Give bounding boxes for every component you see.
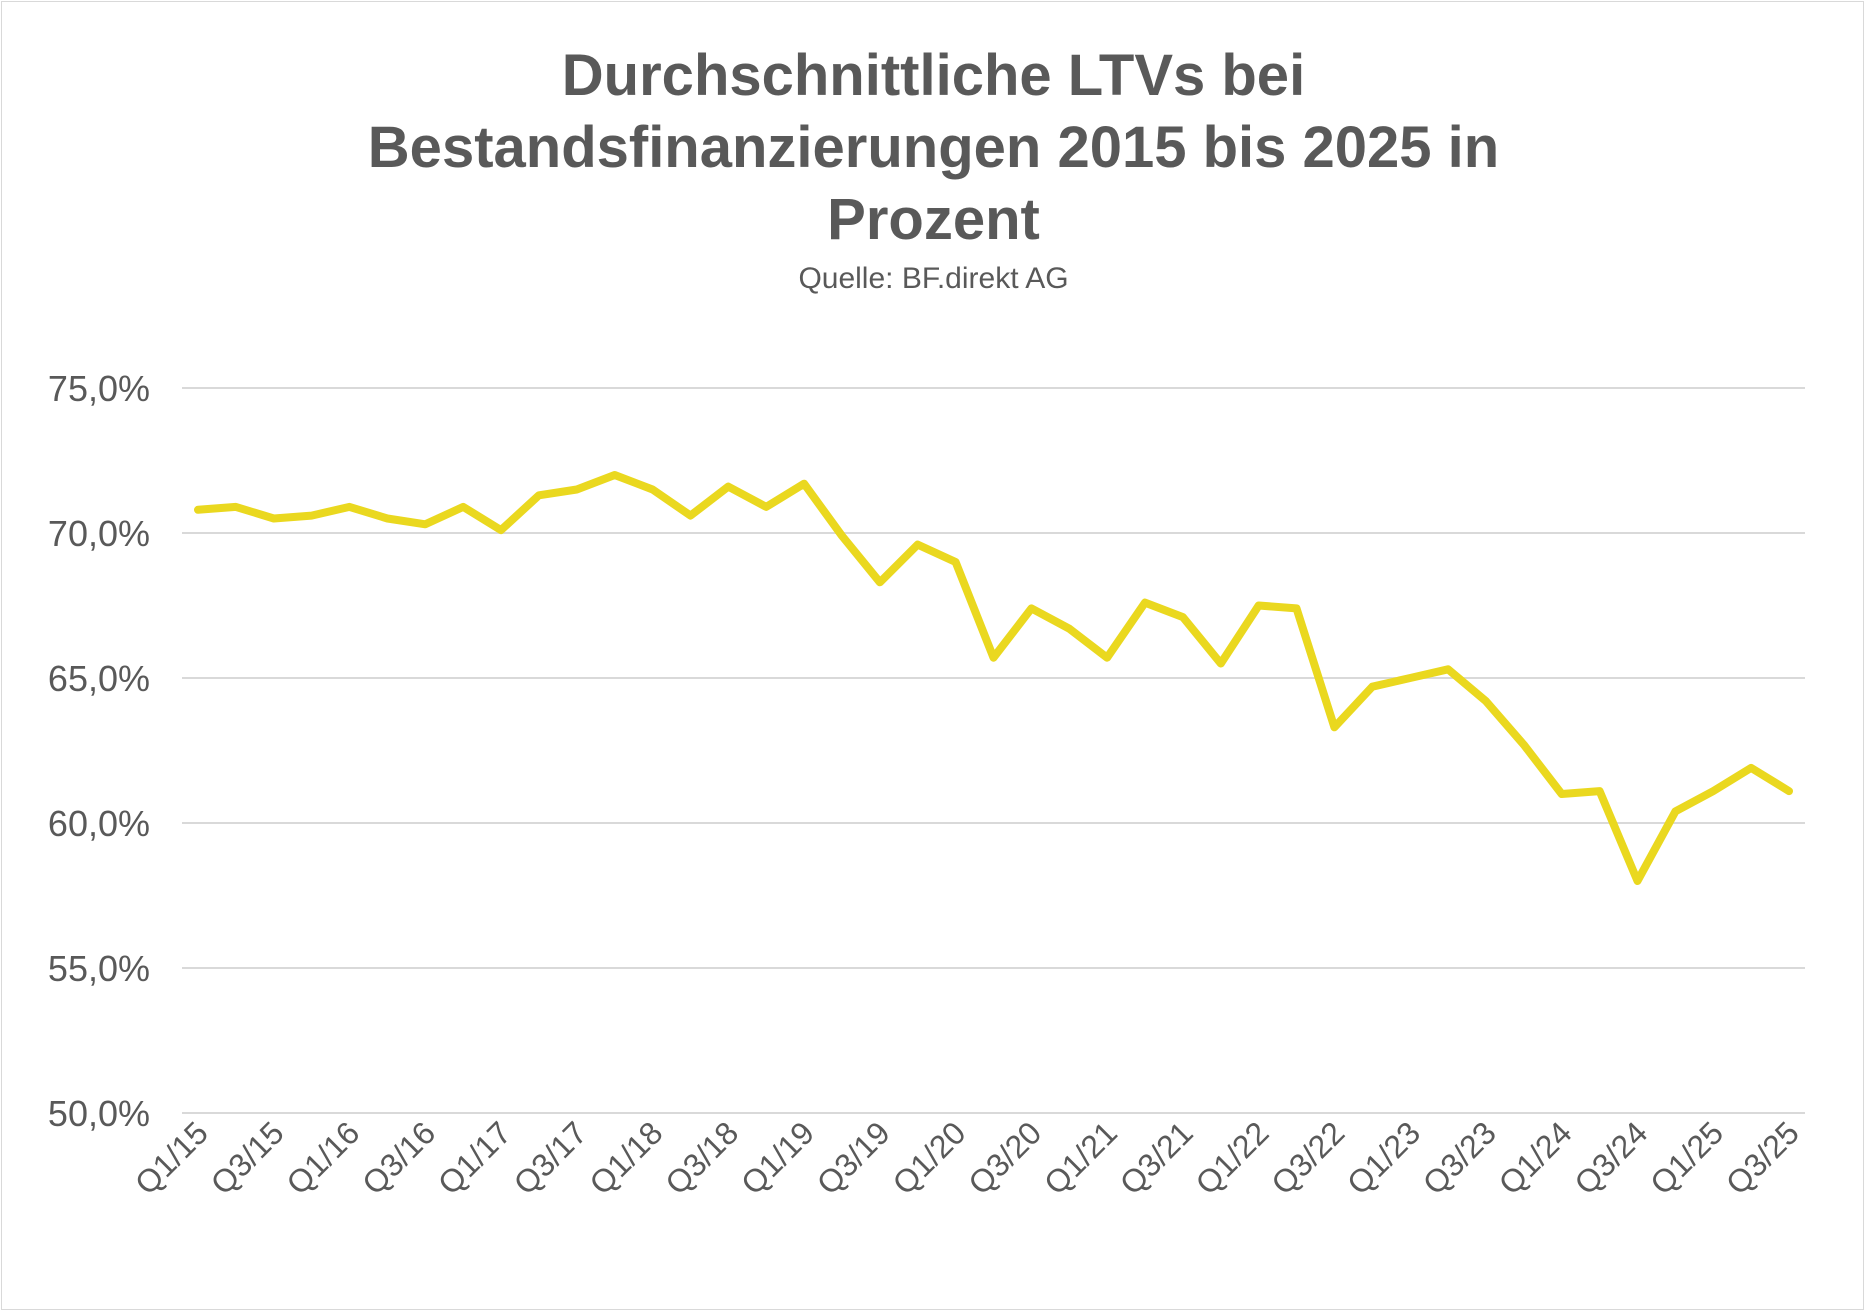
y-axis-tick-labels: 75,0% 70,0% 65,0% 60,0% 55,0% 50,0%: [48, 368, 150, 1134]
x-tick-label: Q1/23: [1340, 1114, 1427, 1201]
x-tick-label: Q3/24: [1567, 1114, 1654, 1201]
x-tick-label: Q3/22: [1264, 1114, 1351, 1201]
x-tick-label: Q1/16: [279, 1114, 366, 1201]
x-tick-label: Q3/17: [507, 1114, 594, 1201]
y-tick-label: 70,0%: [48, 513, 150, 554]
x-axis-tick-labels: Q1/15Q3/15Q1/16Q3/16Q1/17Q3/17Q1/18Q3/18…: [128, 1114, 1806, 1201]
x-tick-label: Q1/25: [1643, 1114, 1730, 1201]
x-tick-label: Q3/20: [961, 1114, 1048, 1201]
chart-title-line-2: Bestandsfinanzierungen 2015 bis 2025 in: [367, 115, 1500, 180]
x-tick-label: Q3/18: [658, 1114, 745, 1201]
chart-title: Durchschnittliche LTVs bei Bestandsfinan…: [0, 40, 1867, 256]
x-tick-label: Q1/19: [734, 1114, 821, 1201]
x-tick-label: Q1/24: [1492, 1114, 1579, 1201]
series-group: [194, 471, 1793, 885]
x-tick-label: Q3/21: [1113, 1114, 1200, 1201]
x-tick-label: Q3/16: [355, 1114, 442, 1201]
y-tick-label: 55,0%: [48, 948, 150, 989]
x-tick-label: Q3/23: [1416, 1114, 1503, 1201]
x-tick-label: Q3/25: [1719, 1114, 1806, 1201]
x-tick-label: Q1/20: [885, 1114, 972, 1201]
x-tick-label: Q1/21: [1037, 1114, 1124, 1201]
chart-title-line-3: Prozent: [827, 187, 1040, 252]
x-tick-label: Q3/19: [810, 1114, 897, 1201]
y-tick-label: 75,0%: [48, 368, 150, 409]
y-tick-label: 60,0%: [48, 803, 150, 844]
x-tick-label: Q1/17: [431, 1114, 518, 1201]
x-tick-label: Q1/22: [1189, 1114, 1276, 1201]
y-tick-label: 50,0%: [48, 1093, 150, 1134]
series-line: [194, 471, 1793, 885]
x-tick-label: Q3/15: [204, 1114, 291, 1201]
gridlines: [182, 387, 1805, 1114]
x-tick-label: Q1/18: [582, 1114, 669, 1201]
y-tick-label: 65,0%: [48, 658, 150, 699]
chart-subtitle: Quelle: BF.direkt AG: [798, 262, 1069, 295]
chart-title-line-1: Durchschnittliche LTVs bei: [561, 43, 1306, 108]
